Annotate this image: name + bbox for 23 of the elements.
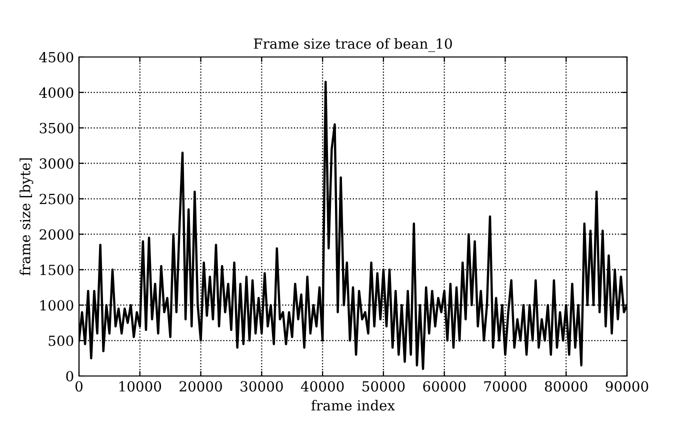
y-tick-label: 1500: [40, 264, 74, 276]
y-tick-label: 4000: [39, 87, 74, 98]
x-axis-title: frame index: [311, 400, 395, 411]
x-tick-label: 10000: [119, 381, 162, 392]
x-tick-label: 50000: [362, 381, 405, 392]
x-tick-label: 90000: [606, 381, 648, 392]
y-axis-title: frame size [byte]: [20, 158, 34, 276]
x-tick-label: 40000: [300, 381, 344, 392]
y-tick-label: 0: [66, 370, 74, 382]
y-tick-label: 3000: [40, 158, 74, 169]
x-tick-label: 30000: [240, 381, 283, 392]
x-tick-label: 70000: [484, 381, 526, 392]
chart-title: Frame size trace of bean_10: [254, 38, 452, 52]
y-tick-label: 1000: [40, 300, 74, 311]
y-tick-label: 4500: [39, 52, 74, 62]
y-tick-label: 2000: [40, 229, 74, 240]
x-tick-label: 80000: [544, 381, 588, 392]
x-tick-label: 20000: [180, 381, 222, 392]
y-tick-label: 500: [48, 336, 74, 346]
x-tick-label: 0: [75, 381, 82, 392]
x-tick-label: 60000: [423, 381, 466, 392]
y-tick-label: 3500: [40, 122, 74, 134]
y-tick-label: 2500: [40, 194, 74, 204]
